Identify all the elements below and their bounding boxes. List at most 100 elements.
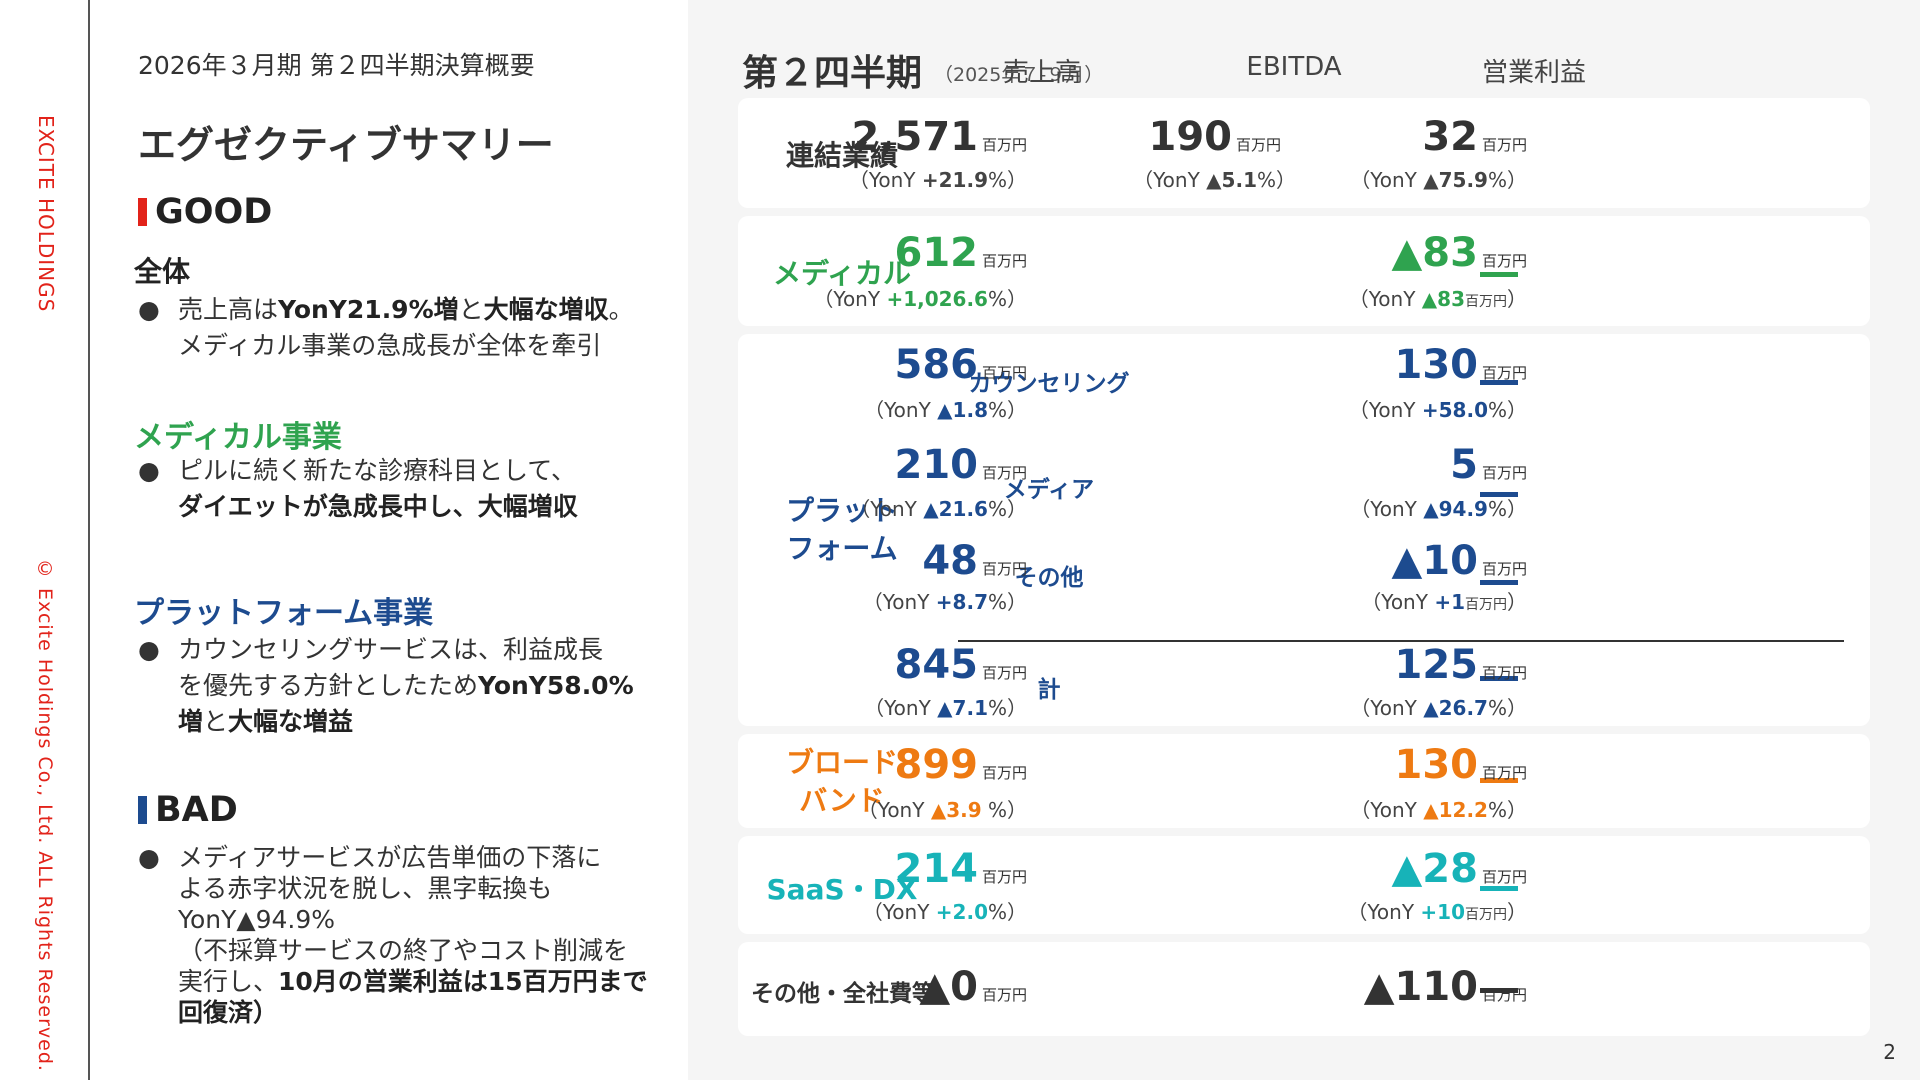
yoy-counseling-op: （YonY +58.0%）: [1348, 398, 1527, 422]
copyright-vertical: © Excite Holdings Co., Ltd. ALL Rights R…: [34, 558, 56, 1072]
bullet-dot: ●: [138, 456, 160, 485]
overall-line2: メディカル事業の急成長が全体を牽引: [178, 331, 602, 360]
yoy-media-op: （YonY ▲94.9%）: [1350, 497, 1527, 521]
quarter-title: 第２四半期: [742, 53, 923, 94]
dash-counseling-ebitda: [1480, 380, 1518, 385]
summary-pane: 2026年３月期 第２四半期決算概要 エグゼクティブサマリー GOOD 全体 ●…: [90, 0, 688, 1080]
yoy-media-sales: （YonY ▲21.6%）: [850, 497, 1027, 521]
dash-total-ebitda: [1480, 676, 1518, 681]
platform-line2: を優先する方針としたためYonY58.0%: [178, 671, 634, 700]
value-consolidated-sales: 2,571 百万円: [851, 114, 1027, 160]
dash-saas-ebitda: [1480, 886, 1518, 891]
value-media-sales: 210 百万円: [894, 442, 1027, 488]
value-total-sales: 845 百万円: [894, 642, 1027, 688]
brand-name-vertical: EXCITE HOLDINGS: [34, 115, 58, 313]
platform-line1: カウンセリングサービスは、利益成長: [178, 635, 604, 664]
bad-line4: （不採算サービスの終了やコスト削減を: [178, 936, 629, 965]
value-media-op: 5 百万円: [1450, 442, 1527, 488]
bad-marker: [138, 796, 147, 824]
overall-bullet: ● 売上高はYonY21.9%増と大幅な増収。 メディカル事業の急成長が全体を牽…: [138, 292, 634, 364]
value-consolidated-ebitda: 190 百万円: [1148, 114, 1281, 160]
value-counseling-op: 130 百万円: [1394, 342, 1527, 388]
bad-bullet: ● メディアサービスが広告単価の下落に よる赤字状況を脱し、黒字転換も YonY…: [138, 842, 648, 1028]
value-total-op: 125 百万円: [1394, 642, 1527, 688]
col-header-sales: 売上高: [1002, 58, 1081, 88]
yoy-consolidated-ebitda: （YonY ▲5.1%）: [1133, 168, 1296, 192]
yoy-medical-sales: （YonY +1,026.6%）: [813, 287, 1027, 311]
row-label-corporate: その他・全社費等: [751, 981, 935, 1007]
medical-heading: メディカル事業: [134, 420, 342, 455]
report-title: 2026年３月期 第２四半期決算概要: [138, 51, 535, 80]
yoy-broadband-op: （YonY ▲12.2%）: [1350, 798, 1527, 822]
dash-medical-ebitda: —: [1209, 250, 1210, 251]
sub-label-media: メディア: [1003, 477, 1095, 503]
panel-medical: [738, 216, 1870, 326]
panel-consolidated: [738, 98, 1870, 208]
sub-label-other: その他: [1014, 565, 1084, 591]
yoy-broadband-sales: （YonY ▲3.9 %）: [857, 798, 1027, 822]
bullet-dot: ●: [138, 843, 160, 872]
yoy-total-op: （YonY ▲26.7%）: [1350, 696, 1527, 720]
panel-corporate: [738, 942, 1870, 1036]
brand-strip: EXCITE HOLDINGS © Excite Holdings Co., L…: [0, 0, 90, 1080]
medical-line2: ダイエットが急成長中し、大幅増収: [178, 492, 578, 521]
panel-platform: [738, 334, 1870, 726]
bad-heading: BAD: [138, 790, 238, 830]
row-label-medical: メディカル: [772, 257, 912, 290]
sub-label-counseling: カウンセリング: [968, 371, 1130, 397]
value-corporate-op: ▲110 百万円: [1363, 964, 1527, 1010]
yoy-total-sales: （YonY ▲7.1%）: [864, 696, 1027, 720]
dash-medical-ebitda-line: [1480, 272, 1518, 277]
yoy-saas-op: （YonY +10百万円）: [1347, 900, 1527, 924]
col-header-ebitda: EBITDA: [1246, 52, 1342, 82]
yoy-consolidated-sales: （YonY +21.9%）: [848, 168, 1027, 192]
row-label-saas: SaaS・DX: [766, 873, 918, 906]
bad-line6: 回復済）: [178, 998, 279, 1027]
dash-corporate-ebitda: [1480, 988, 1518, 993]
value-medical-op: ▲83 百万円: [1391, 230, 1527, 276]
yoy-saas-sales: （YonY +2.0%）: [862, 900, 1027, 924]
yoy-consolidated-op: （YonY ▲75.9%）: [1350, 168, 1527, 192]
platform-bullet: ● カウンセリングサービスは、利益成長 を優先する方針としたためYonY58.0…: [138, 632, 634, 740]
bullet-dot: ●: [138, 635, 160, 664]
bad-line2: よる赤字状況を脱し、黒字転換も: [178, 874, 553, 903]
row-label-consolidated: 連結業績: [785, 139, 898, 172]
platform-line3: 増と大幅な増益: [178, 707, 354, 736]
bad-line5: 実行し、10月の営業利益は15百万円まで: [178, 967, 648, 996]
value-saas-op: ▲28 百万円: [1391, 846, 1527, 892]
good-heading: GOOD: [138, 192, 272, 232]
good-heading-text: GOOD: [155, 192, 273, 232]
overall-line1: 売上高はYonY21.9%増と大幅な増収。: [178, 295, 634, 324]
bad-heading-text: BAD: [155, 790, 238, 830]
row-label-platform: プラット フォーム: [785, 494, 898, 565]
page-number: 2: [1883, 1040, 1896, 1064]
platform-heading: プラットフォーム事業: [134, 596, 434, 631]
dash-other-ebitda: [1480, 580, 1518, 585]
row-label-broadband: ブロード バンド: [785, 746, 898, 817]
platform-divider: [958, 640, 1844, 642]
value-other-op: ▲10 百万円: [1391, 538, 1527, 584]
bad-line3: YonY▲94.9%: [178, 905, 336, 934]
value-saas-sales: 214 百万円: [894, 846, 1027, 892]
value-consolidated-op: 32 百万円: [1422, 114, 1527, 160]
col-header-op: 営業利益: [1481, 58, 1586, 88]
value-broadband-sales: 899 百万円: [894, 742, 1027, 788]
yoy-medical-op: （YonY ▲83百万円）: [1348, 287, 1527, 311]
value-counseling-sales: 586 百万円: [894, 342, 1027, 388]
medical-bullet: ● ピルに続く新たな診療科目として、 ダイエットが急成長中し、大幅増収: [138, 453, 578, 525]
bullet-dot: ●: [138, 295, 160, 324]
sub-label-total: 計: [1037, 677, 1061, 703]
dash-media-ebitda: [1480, 492, 1518, 497]
good-marker: [138, 198, 147, 226]
medical-line1: ピルに続く新たな診療科目として、: [178, 456, 577, 485]
yoy-other-op: （YonY +1百万円）: [1361, 590, 1527, 614]
yoy-other-sales: （YonY +8.7%）: [862, 590, 1027, 614]
value-broadband-op: 130 百万円: [1394, 742, 1527, 788]
quarter-period: （2025年７-９月）: [934, 64, 1104, 86]
panel-saas: [738, 836, 1870, 934]
value-other-sales: 48 百万円: [922, 538, 1027, 584]
page-title: エグゼクティブサマリー: [138, 123, 554, 167]
results-table-pane: 第２四半期 （2025年７-９月） 売上高 EBITDA 営業利益 連結業績 2…: [688, 0, 1920, 1080]
yoy-counseling-sales: （YonY ▲1.8%）: [864, 398, 1027, 422]
overall-heading: 全体: [134, 255, 191, 288]
